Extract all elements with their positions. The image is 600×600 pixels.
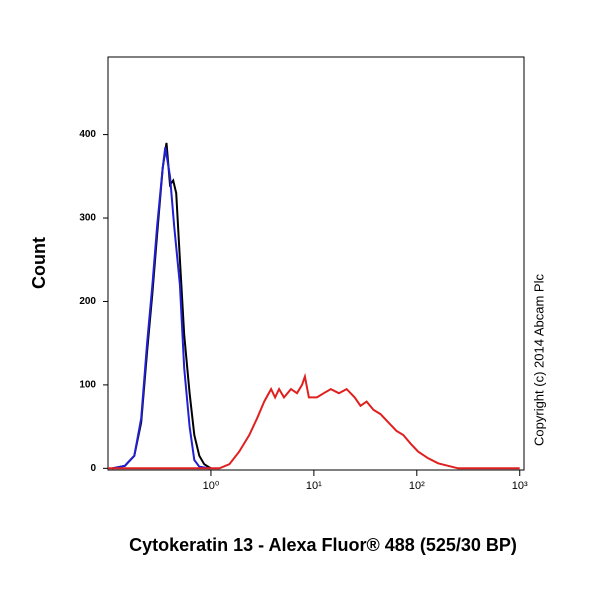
x-axis-label: Cytokeratin 13 - Alexa Fluor® 488 (525/3… [129,535,517,555]
x-tick-label: 10¹ [306,480,322,492]
series-line [108,372,520,470]
y-tick-label: 300 [79,213,96,224]
plot-frame [107,56,525,471]
x-tick-label: 10³ [512,480,528,492]
y-tick-label: 200 [79,296,96,307]
y-tick-label: 100 [79,380,96,391]
y-tick-label: 0 [90,463,96,474]
x-tick-label: 10⁰ [203,480,220,492]
copyright: Copyright (c) 2014 Abcam Plc [531,274,546,446]
series-line [112,142,212,470]
series-line [112,146,210,470]
y-axis-label: Count [29,237,49,289]
y-tick-label: 400 [79,129,96,140]
x-tick-label: 10² [409,480,425,492]
